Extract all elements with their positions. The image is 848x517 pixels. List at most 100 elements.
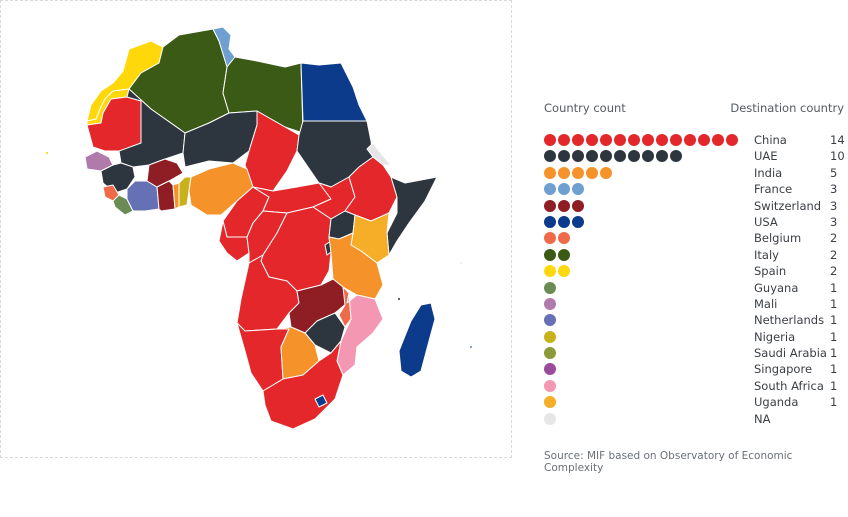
region-somalia[interactable] — [386, 176, 438, 256]
legend-header-count: Country count — [544, 101, 626, 115]
count-dot — [572, 134, 584, 146]
destination-country-label: France — [754, 182, 793, 197]
source-note: Source: MIF based on Observatory of Econ… — [544, 450, 793, 474]
destination-country-label: Guyana — [754, 280, 799, 295]
count-dot — [600, 166, 612, 179]
legend-row: Saudi Arabia 1 — [540, 345, 848, 361]
count-dot — [544, 363, 556, 376]
count-dot — [572, 183, 584, 196]
country-count-dots — [544, 412, 556, 425]
destination-count-value: 1 — [830, 346, 838, 361]
country-count-dots — [544, 347, 556, 360]
legend: Country count Destination country China 1… — [540, 98, 848, 426]
count-dot — [558, 134, 570, 146]
count-dot — [600, 134, 612, 146]
count-dot — [642, 134, 654, 146]
region-egypt[interactable] — [300, 62, 368, 122]
region-comoros — [397, 297, 401, 301]
destination-country-label: Saudi Arabia — [754, 346, 827, 361]
destination-country-label: South Africa — [754, 378, 824, 393]
destination-count-value: 1 — [830, 296, 838, 311]
destination-count-value: 2 — [830, 247, 838, 262]
count-dot — [572, 150, 584, 163]
count-dot — [544, 248, 556, 261]
destination-count-value: 1 — [830, 378, 838, 393]
count-dot — [614, 134, 626, 146]
destination-country-label: Netherlands — [754, 313, 825, 328]
destination-count-value: 14 — [830, 133, 845, 147]
legend-row: Italy 2 — [540, 247, 848, 263]
destination-country-label: Singapore — [754, 362, 813, 377]
count-dot — [586, 166, 598, 179]
count-dot — [572, 166, 584, 179]
count-dot — [544, 347, 556, 360]
count-dot — [544, 134, 556, 146]
count-dot — [572, 215, 584, 228]
country-count-dots — [544, 166, 612, 179]
legend-row: Nigeria 1 — [540, 329, 848, 345]
region-lesotho[interactable] — [314, 394, 328, 408]
destination-count-value: 1 — [830, 395, 838, 410]
country-count-dots — [544, 134, 738, 146]
legend-row: UAE 10 — [540, 148, 848, 164]
count-dot — [642, 150, 654, 163]
count-dot — [656, 134, 668, 146]
region-ghana[interactable] — [156, 180, 176, 212]
legend-header-destination: Destination country — [730, 101, 844, 115]
region-cabo-verde — [44, 150, 50, 156]
count-dot — [586, 134, 598, 146]
region-south-africa[interactable] — [262, 340, 344, 430]
destination-count-value: 3 — [830, 198, 838, 213]
count-dot — [572, 199, 584, 212]
destination-country-label: Nigeria — [754, 329, 796, 344]
country-count-dots — [544, 314, 556, 327]
count-dot — [656, 150, 668, 163]
region-madagascar[interactable] — [398, 302, 436, 378]
count-dot — [558, 248, 570, 261]
destination-country-label: USA — [754, 214, 778, 229]
region-burkina[interactable] — [146, 158, 184, 188]
legend-row: Uganda 1 — [540, 394, 848, 410]
count-dot — [558, 183, 570, 196]
count-dot — [544, 396, 556, 409]
count-dot — [558, 166, 570, 179]
legend-row: South Africa 1 — [540, 378, 848, 394]
country-count-dots — [544, 232, 570, 245]
count-dot — [544, 281, 556, 294]
destination-count-value: 2 — [830, 231, 838, 246]
count-dot — [628, 134, 640, 146]
destination-country-label: NA — [754, 411, 771, 426]
legend-row: Guyana 1 — [540, 280, 848, 296]
country-count-dots — [544, 265, 570, 278]
count-dot — [684, 134, 696, 146]
legend-rows: China 14 UAE 10 India 5 France 3 Switzerland 3 USA… — [540, 132, 848, 427]
country-count-dots — [544, 297, 556, 310]
destination-country-label: Belgium — [754, 231, 802, 246]
destination-count-value: 1 — [830, 280, 838, 295]
region-ethiopia[interactable] — [344, 156, 398, 222]
region-seychelles — [459, 261, 463, 265]
country-count-dots — [544, 248, 570, 261]
region-mozambique[interactable] — [336, 292, 384, 376]
count-dot — [544, 166, 556, 179]
destination-count-value: 2 — [830, 264, 838, 279]
destination-country-label: UAE — [754, 149, 778, 164]
count-dot — [544, 412, 556, 425]
africa-map-panel — [0, 0, 512, 458]
count-dot — [586, 150, 598, 163]
region-gabon-group[interactable] — [218, 220, 250, 262]
destination-country-label: Italy — [754, 247, 779, 262]
country-count-dots — [544, 199, 584, 212]
legend-row: France 3 — [540, 181, 848, 197]
legend-row: Belgium 2 — [540, 230, 848, 246]
count-dot — [544, 330, 556, 343]
country-count-dots — [544, 363, 556, 376]
destination-country-label: Uganda — [754, 395, 799, 410]
region-tunisia[interactable] — [212, 26, 236, 68]
destination-count-value: 3 — [830, 214, 838, 229]
count-dot — [698, 134, 710, 146]
count-dot — [544, 232, 556, 245]
count-dot — [558, 215, 570, 228]
destination-country-label: Spain — [754, 264, 787, 279]
count-dot — [670, 150, 682, 163]
